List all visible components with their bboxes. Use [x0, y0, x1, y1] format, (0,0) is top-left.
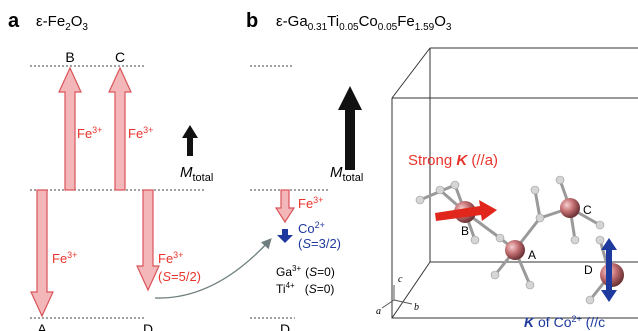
level-label: D: [280, 321, 290, 331]
title-sub: 3: [446, 22, 452, 33]
panel-label: a: [8, 10, 20, 32]
title-sub: 0.31: [308, 22, 328, 33]
moment-arrow: [338, 86, 362, 170]
moment-symbol: M: [180, 164, 193, 181]
title-part: ε-Ga: [276, 13, 308, 30]
axis-label: c: [398, 274, 403, 285]
title-part: Co: [359, 13, 378, 30]
anisotropy-label: K of Co2+ (//c: [524, 314, 605, 330]
moment-sub: total: [343, 172, 364, 184]
title-sub: 3: [82, 22, 88, 33]
page: { "panel_a": { "label": "a", "title": {"…: [0, 0, 638, 331]
axis-label: a: [376, 306, 381, 317]
text-part: (//c: [582, 314, 605, 330]
spin-arrow: [276, 190, 294, 222]
ion-label: Fe3+: [298, 195, 323, 211]
spin-symbol: S: [162, 269, 171, 284]
unit-cell: [382, 48, 638, 318]
title-part: O: [71, 13, 83, 30]
spin-value: =5/2): [171, 269, 201, 284]
moment-arrow: [182, 125, 198, 156]
title-part: Fe: [397, 13, 415, 30]
charge: 3+: [143, 125, 153, 135]
moment-symbol: M: [330, 164, 343, 181]
ion-label: Ga3+(S=0): [276, 264, 335, 279]
spin-label: (S=3/2): [298, 236, 341, 251]
panel-label: b: [246, 10, 258, 32]
spin-label: (S=5/2): [158, 269, 201, 284]
spin-arrow: [31, 190, 53, 316]
charge: 3+: [92, 125, 102, 135]
moment-sub: total: [193, 172, 214, 184]
charge: 2+: [571, 314, 581, 324]
ion: Co: [298, 221, 315, 236]
ion: Fe: [158, 251, 173, 266]
charge: 4+: [286, 281, 295, 290]
anisotropy-label: Strong K (//a): [408, 152, 498, 169]
spin-symbol: S: [309, 265, 317, 279]
spin-value: =0): [317, 282, 335, 296]
charge: 3+: [313, 195, 323, 205]
site-label: A: [528, 248, 536, 262]
spin-arrow: [137, 190, 159, 290]
ion: Ti: [276, 282, 286, 296]
ion-label: Fe3+: [128, 125, 153, 141]
ion-label: Co2+: [298, 220, 325, 236]
charge: 2+: [315, 220, 325, 230]
ion-label: Fe3+: [77, 125, 102, 141]
level-label: D: [143, 321, 153, 331]
spin-symbol: S: [302, 236, 311, 251]
spin-value: =0): [317, 265, 335, 279]
ion-label: Fe3+: [52, 250, 77, 266]
figure: a ε-Fe2O3 B C A D Fe3+ Fe3+ Fe3+ Fe3+ (S…: [0, 0, 638, 331]
moment-label: Mtotal: [180, 164, 213, 184]
spin-symbol: S: [309, 282, 317, 296]
text-part: (//a): [467, 152, 498, 169]
ion: Fe: [128, 126, 143, 141]
site-label: C: [583, 203, 592, 217]
panel-title: ε-Fe2O3: [36, 13, 88, 33]
ion-label: Fe3+: [158, 250, 183, 266]
ion-label: Ti4+(S=0): [276, 281, 334, 296]
text-part: of Co: [534, 314, 572, 330]
level-label: A: [37, 321, 47, 331]
level-label: C: [115, 49, 125, 65]
charge: 3+: [173, 250, 183, 260]
axis-label: b: [414, 302, 419, 313]
title-part: ε-Fe: [36, 13, 65, 30]
title-sub: 1.59: [415, 22, 435, 33]
title-sub: 0.05: [339, 22, 359, 33]
ion: Fe: [77, 126, 92, 141]
site-label: B: [461, 224, 469, 238]
spin-value: =3/2): [311, 236, 341, 251]
panel-title: ε-Ga0.31Ti0.05Co0.05Fe1.59O3: [276, 13, 452, 33]
charge: 3+: [292, 264, 301, 273]
spin-arrow: [277, 229, 293, 243]
charge: 3+: [67, 250, 77, 260]
ion: Fe: [52, 251, 67, 266]
title-sub: 0.05: [378, 22, 398, 33]
level-label: B: [65, 49, 74, 65]
text-part: Strong: [408, 152, 456, 169]
ion: Ga: [276, 265, 292, 279]
ion: Fe: [298, 196, 313, 211]
title-part: O: [434, 13, 446, 30]
title-part: Ti: [327, 13, 339, 30]
site-label: D: [584, 263, 593, 277]
